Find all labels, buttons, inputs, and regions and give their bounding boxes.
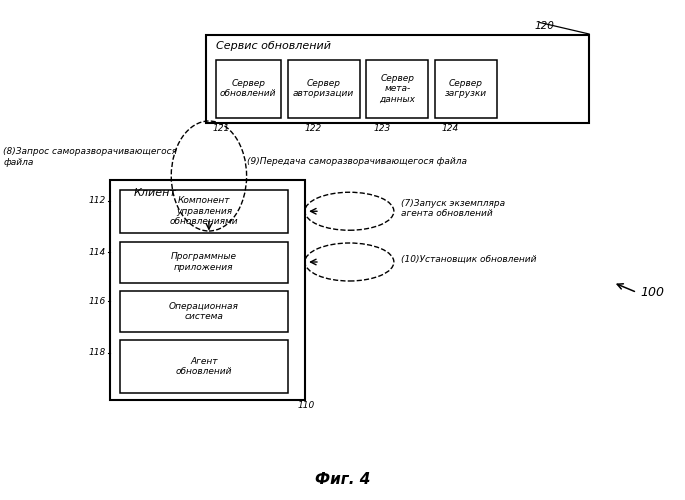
- Bar: [120, 340, 288, 392]
- Text: (10)Установщик обновлений: (10)Установщик обновлений: [401, 254, 536, 264]
- Text: Компонент
управления
обновлениями: Компонент управления обновлениями: [169, 196, 238, 226]
- Text: (8)Запрос саморазворачивающегося
файла: (8)Запрос саморазворачивающегося файла: [3, 148, 177, 167]
- Text: Сервер
мета-
данных: Сервер мета- данных: [379, 74, 415, 104]
- Bar: [288, 60, 360, 118]
- Bar: [110, 180, 305, 400]
- Bar: [366, 60, 428, 118]
- Bar: [216, 60, 281, 118]
- Text: 100: 100: [640, 286, 664, 299]
- Text: Операционная
система: Операционная система: [169, 302, 239, 321]
- Text: (7)Запуск экземпляра
агента обновлений: (7)Запуск экземпляра агента обновлений: [401, 198, 505, 218]
- Text: Программные
приложения: Программные приложения: [171, 252, 237, 272]
- Text: (9)Передача саморазворачивающегося файла: (9)Передача саморазворачивающегося файла: [247, 158, 466, 166]
- Text: 110: 110: [298, 401, 315, 410]
- Text: Сервер
загрузки: Сервер загрузки: [445, 79, 487, 98]
- Text: Агент
обновлений: Агент обновлений: [175, 356, 232, 376]
- Text: 118: 118: [89, 348, 106, 357]
- Text: 123: 123: [373, 124, 390, 133]
- Text: Сервер
обновлений: Сервер обновлений: [220, 79, 277, 98]
- Text: Сервер
авторизации: Сервер авторизации: [293, 79, 354, 98]
- Text: 122: 122: [305, 124, 322, 133]
- Text: Сервис обновлений: Сервис обновлений: [216, 41, 331, 51]
- Bar: [120, 291, 288, 332]
- Bar: [206, 35, 589, 122]
- Text: 124: 124: [442, 124, 459, 133]
- Text: Фиг. 4: Фиг. 4: [315, 472, 370, 488]
- Text: 116: 116: [89, 297, 106, 306]
- Bar: [120, 190, 288, 232]
- Text: 114: 114: [89, 248, 106, 256]
- Bar: [120, 242, 288, 282]
- Text: 121: 121: [212, 124, 229, 133]
- Bar: [435, 60, 497, 118]
- Text: Клиент: Клиент: [134, 188, 177, 198]
- Text: 112: 112: [89, 196, 106, 205]
- Text: 120: 120: [534, 21, 555, 31]
